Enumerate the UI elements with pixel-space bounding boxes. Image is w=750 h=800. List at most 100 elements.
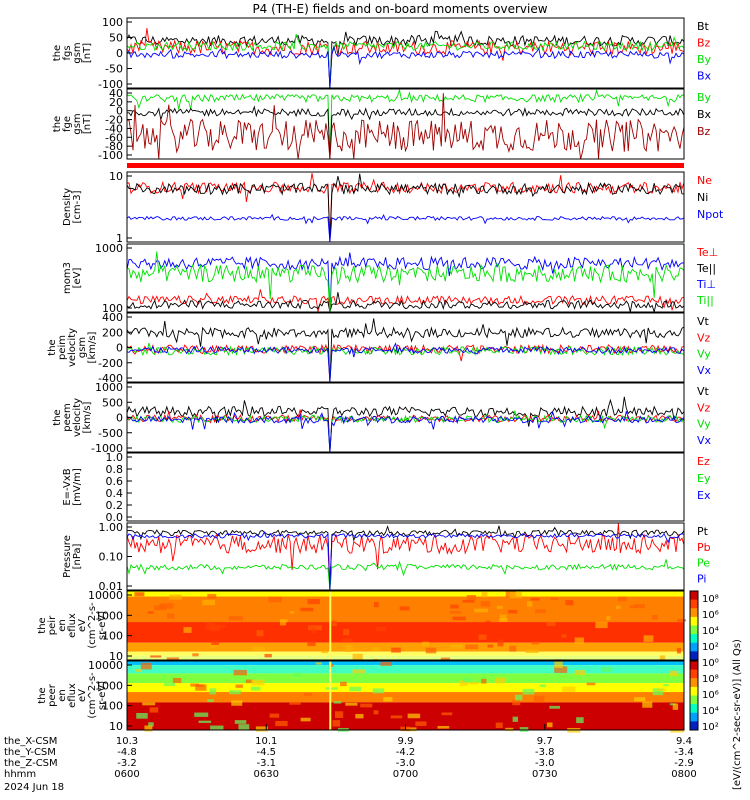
heatmap-cell <box>659 655 666 662</box>
heatmap-cell <box>441 712 453 716</box>
y-tick-label: 1.0 <box>106 451 124 464</box>
heatmap-cell <box>487 644 494 648</box>
series-By <box>126 88 685 160</box>
heatmap-cell <box>149 707 159 713</box>
series-Vy <box>127 342 685 383</box>
heatmap-cell <box>652 688 664 696</box>
heatmap-cell <box>195 684 207 691</box>
panel-density: 10 1 Density[cm-3] Ne Ni Npot <box>62 170 724 245</box>
y-axis-label-line: [eV] <box>72 268 83 289</box>
heatmap-cell <box>525 649 539 653</box>
colorbar-segment <box>690 721 698 731</box>
heatmap-cell <box>169 594 182 600</box>
panel-peer-flux: 10000100010010thepeerenefluxeV(cm^2-s-sr… <box>37 659 685 733</box>
heatmap-cell <box>373 601 379 608</box>
y-axis-label-line: the <box>47 339 58 355</box>
x-axis-value: 0800 <box>671 769 696 780</box>
heatmap-cell <box>371 647 381 652</box>
legend-Vx: Vx <box>697 364 712 377</box>
heatmap-cell <box>617 596 627 602</box>
colorbar-segment <box>690 686 698 696</box>
heatmap-cell <box>198 720 212 723</box>
heatmap-cell <box>554 666 568 673</box>
series-Te|| <box>126 292 685 314</box>
panel-efield: 1.00.80.60.40.20.0 E=-VxB[mV/m] Ez Ey Ex <box>62 451 711 524</box>
series-Ti|| <box>126 251 685 313</box>
legend-Te||: Te|| <box>696 262 716 275</box>
panel-frame <box>126 243 685 313</box>
heatmap-cell <box>407 713 421 719</box>
heatmap-cell <box>210 725 224 730</box>
heatmap-cell <box>452 616 466 621</box>
heatmap-cell <box>251 646 265 651</box>
y-axis-label: thepeerenefluxeV(cm^2-s-sr-eV) <box>37 672 108 719</box>
heatmap-cell <box>269 713 280 718</box>
y-axis-label-line: velocity <box>67 328 78 367</box>
series-Vt <box>126 396 685 453</box>
legend-Ti||: Ti|| <box>696 294 714 307</box>
series-Pi <box>126 531 685 591</box>
x-axis-value: -3.2 <box>117 758 137 769</box>
panel-fgs-gsm: 100 50 0 -50 -100 thefgsgsm[nT] Bt Bz By Bx <box>52 16 712 91</box>
y-axis-label-line: [km/s] <box>87 331 98 363</box>
y-axis-label-line: (cm^2-s- <box>87 602 98 649</box>
heatmap-cell <box>311 627 316 634</box>
heatmap-cell <box>210 645 216 648</box>
heatmap-cell <box>233 669 247 676</box>
heatmap-band <box>127 673 684 684</box>
x-axis-value: -4.8 <box>117 747 137 758</box>
y-tick-label: 100 <box>102 16 123 29</box>
heatmap-cell <box>343 628 350 636</box>
series-Ti⊥ <box>126 252 685 313</box>
y-axis-label-line: eV <box>77 689 88 702</box>
y-axis-label-line: peem <box>62 403 73 431</box>
legend-Ni: Ni <box>697 191 708 204</box>
heatmap-cell <box>325 687 338 690</box>
y-tick-label: 20 <box>109 96 123 109</box>
legend-Vz: Vz <box>697 401 711 414</box>
y-axis-label-line: the <box>37 617 48 633</box>
panel-frame <box>126 171 685 243</box>
heatmap-cell <box>303 693 312 696</box>
x-axis-value: 10.3 <box>116 736 138 747</box>
heatmap-band <box>127 622 684 643</box>
legend-Vt: Vt <box>697 315 710 328</box>
y-axis-label-line: the <box>37 687 48 703</box>
heatmap-cell <box>530 598 540 601</box>
heatmap-cell <box>450 604 459 609</box>
heatmap-cell <box>615 605 621 609</box>
heatmap-cell <box>372 688 385 694</box>
y-tick-label: 40 <box>109 87 123 100</box>
heatmap-cell <box>643 635 654 642</box>
y-tick-label: 0.6 <box>106 475 124 488</box>
heatmap-cell <box>307 598 321 605</box>
colorbar-segment <box>690 695 698 705</box>
x-axis-row-label: the_X-CSM <box>4 736 57 747</box>
x-axis-value: 0600 <box>114 769 139 780</box>
heatmap-cell <box>360 703 373 708</box>
legend-Pb: Pb <box>697 541 711 554</box>
y-axis-label-line: gsm <box>72 113 83 134</box>
heatmap-cell <box>341 638 353 643</box>
heatmap-cell <box>229 690 241 695</box>
y-axis-label-line: velocity <box>72 398 83 437</box>
x-axis-value: 0730 <box>532 769 557 780</box>
heatmap-cell <box>465 644 479 650</box>
heatmap-band <box>127 665 684 674</box>
heatmap-band <box>127 642 684 652</box>
heatmap-cell <box>450 644 464 649</box>
y-tick-label: 0.01 <box>99 580 124 593</box>
heatmap-cell <box>606 616 611 621</box>
y-tick-label: 10 <box>109 650 123 663</box>
heatmap-cell <box>333 701 342 704</box>
heatmap-cell <box>561 634 567 638</box>
heatmap-cell <box>255 726 268 732</box>
heatmap-cell <box>172 677 182 684</box>
y-tick-label: 0.2 <box>106 499 124 512</box>
y-tick-label: 1000 <box>95 381 123 394</box>
heatmap-cell <box>275 720 288 727</box>
legend-Bx: Bx <box>697 108 712 121</box>
y-tick-label: 0 <box>116 342 123 355</box>
colorbar-segment <box>690 608 698 618</box>
